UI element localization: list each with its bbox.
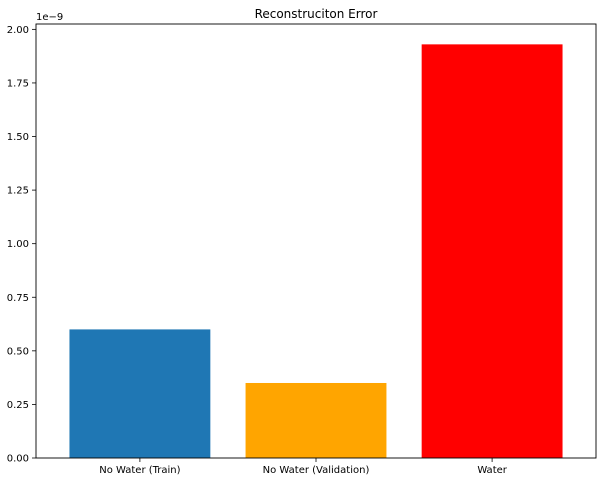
y-axis-ticks: 0.00 0.25 0.50 0.75 1.00 1.25 1.50 1.75 2.00: [7, 25, 36, 465]
y-tick-label: 1.75: [7, 78, 29, 89]
plot-area-frame: [35, 23, 597, 459]
y-tick-label: 0.50: [7, 346, 29, 357]
y-tick-label: 1.00: [7, 239, 29, 250]
x-tick-label: No Water (Train): [99, 465, 180, 476]
bars: [69, 44, 563, 458]
y-tick-label: 0.25: [7, 400, 29, 411]
y-tick-label: 1.25: [7, 186, 29, 197]
bar-0: [69, 329, 211, 458]
y-axis-offset-label: 1e−9: [36, 12, 63, 23]
y-tick-label: 2.00: [7, 25, 29, 36]
bar-1: [245, 382, 387, 458]
x-tick-label: Water: [477, 465, 507, 476]
chart-title: Reconstruciton Error: [255, 7, 378, 21]
x-axis-ticks: No Water (Train) No Water (Validation) Wat…: [99, 458, 508, 476]
y-tick-label: 1.50: [7, 132, 29, 143]
y-tick-label: 0.75: [7, 293, 29, 304]
bar-2: [421, 44, 563, 458]
x-tick-label: No Water (Validation): [263, 465, 370, 476]
y-tick-label: 0.00: [7, 454, 29, 465]
